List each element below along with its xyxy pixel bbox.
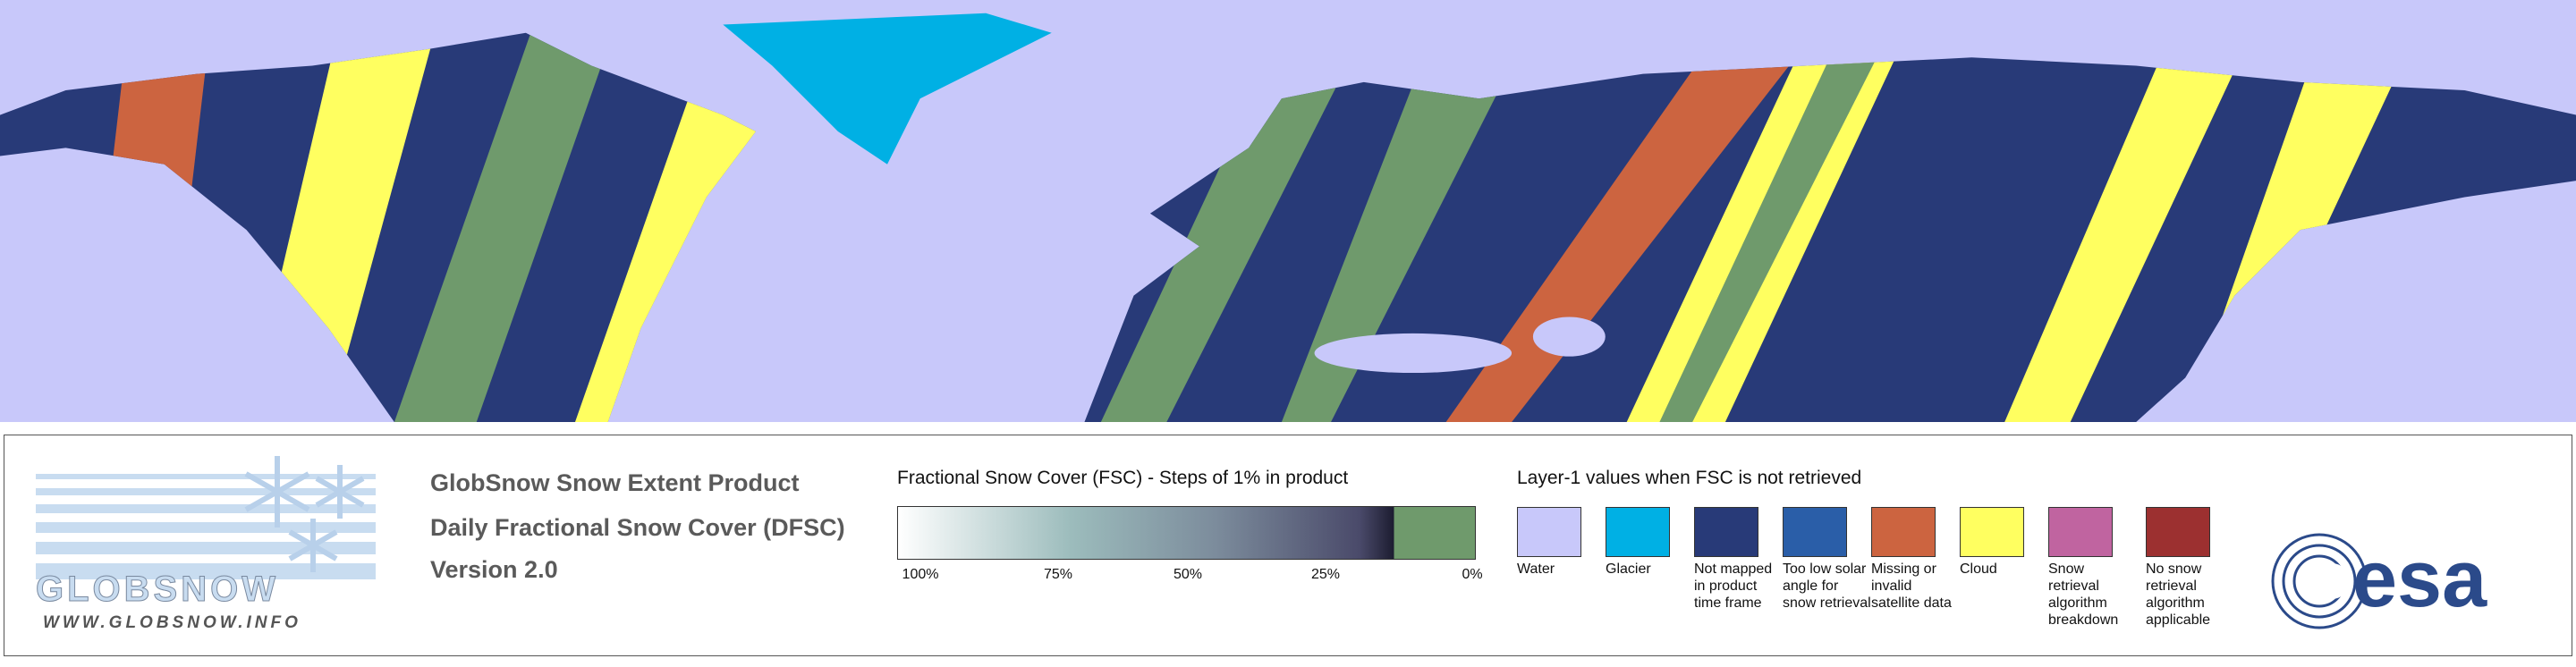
- legend-label: Not mapped in product time frame: [1694, 561, 1773, 611]
- fsc-tick-label: 100%: [902, 567, 939, 582]
- layer1-title: Layer-1 values when FSC is not retrieved: [1517, 468, 1862, 488]
- legend-swatch: [2146, 507, 2210, 557]
- logo-url: WWW.GLOBSNOW.INFO: [43, 613, 301, 632]
- fsc-tick-label: 0%: [1462, 567, 1483, 582]
- legend-label: Missing or invalid satellite data: [1871, 561, 1952, 611]
- product-subtitle: Daily Fractional Snow Cover (DFSC): [430, 514, 845, 541]
- legend-swatch: [1517, 507, 1581, 557]
- fsc-colorbar: [897, 506, 1476, 560]
- legend-swatch: [2048, 507, 2113, 557]
- fsc-tick-label: 25%: [1310, 567, 1341, 582]
- esa-text: esa: [2352, 535, 2487, 624]
- legend-swatch: [1960, 507, 2024, 557]
- legend-label: No snow retrieval algorithm applicable: [2146, 561, 2211, 628]
- legend-label: Glacier: [1606, 561, 1651, 577]
- legend-label: Too low solar angle for snow retrieval: [1783, 561, 1871, 611]
- legend-swatch: [1694, 507, 1758, 557]
- legend-label: Snow retrieval algorithm breakdown: [2048, 561, 2119, 628]
- snow-map: [0, 0, 2576, 422]
- legend-swatch: [1871, 507, 1936, 557]
- legend-swatch: [1783, 507, 1847, 557]
- product-title: GlobSnow Snow Extent Product: [430, 469, 800, 496]
- legend-panel: [4, 435, 2572, 656]
- product-version: Version 2.0: [430, 556, 558, 583]
- fsc-tick-label: 75%: [1043, 567, 1073, 582]
- fsc-title: Fractional Snow Cover (FSC) - Steps of 1…: [897, 468, 1349, 488]
- fsc-tick-label: 50%: [1173, 567, 1203, 582]
- legend-label: Water: [1517, 561, 1555, 577]
- legend-swatch: [1606, 507, 1670, 557]
- logo-name: GLOBSNOW: [36, 570, 279, 609]
- legend-label: Cloud: [1960, 561, 1997, 577]
- esa-logo: esa: [2271, 533, 2487, 629]
- globsnow-logo: GLOBSNOW WWW.GLOBSNOW.INFO: [36, 456, 376, 632]
